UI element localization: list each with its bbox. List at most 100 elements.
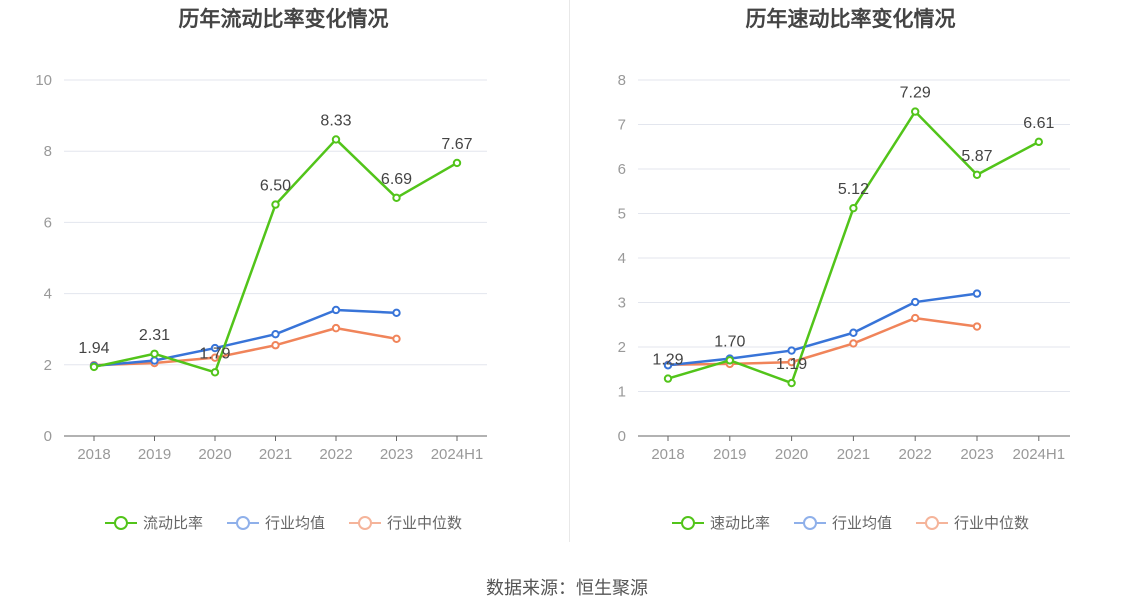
data-point — [271, 329, 280, 339]
legend-item-industry-median[interactable]: 行业中位数 — [916, 512, 1029, 533]
y-tick-label: 4 — [44, 286, 52, 303]
y-tick-label: 8 — [618, 72, 626, 89]
data-point — [271, 200, 280, 209]
y-tick-label: 0 — [618, 428, 626, 445]
x-tick-label: 2018 — [77, 446, 110, 463]
x-tick-label: 2021 — [259, 446, 292, 463]
data-point — [331, 323, 341, 333]
y-tick-label: 10 — [35, 72, 52, 89]
data-point — [150, 349, 159, 358]
x-tick-label: 2023 — [960, 446, 993, 463]
data-point — [89, 362, 99, 372]
x-tick-label: 2020 — [775, 446, 808, 463]
legend-item-industry-mean[interactable]: 行业均值 — [793, 512, 892, 533]
chart-title: 历年流动比率变化情况 — [178, 8, 389, 31]
data-label: 7.29 — [900, 85, 931, 102]
data-point — [787, 346, 796, 355]
data-point — [663, 374, 673, 383]
legend-item-current-ratio[interactable]: 流动比率 — [104, 512, 203, 533]
x-tick-label: 2024H1 — [431, 446, 484, 463]
legend-marker-icon — [916, 515, 948, 531]
x-tick-label: 2024H1 — [1013, 446, 1066, 463]
legend-item-industry-median[interactable]: 行业中位数 — [349, 512, 462, 533]
data-point — [911, 313, 920, 323]
data-label: 5.12 — [838, 181, 869, 198]
data-point — [787, 378, 796, 388]
legend-marker-icon — [349, 515, 381, 531]
legend-label: 行业均值 — [264, 515, 325, 532]
y-tick-label: 3 — [618, 295, 626, 312]
data-point — [911, 297, 920, 307]
chart-divider — [569, 0, 570, 542]
data-label: 1.19 — [776, 356, 807, 373]
quick-ratio-chart: 历年速动比率变化情况 0 1 2 3 4 5 6 7 8 2018 2019 2020 2021 2022… — [567, 0, 1134, 560]
x-tick-label: 2022 — [899, 446, 932, 463]
data-point — [210, 368, 220, 377]
legend-marker-icon — [793, 515, 826, 531]
data-point — [972, 322, 982, 331]
y-tick-label: 6 — [618, 161, 626, 178]
data-point — [452, 158, 462, 168]
legend-marker-icon — [226, 515, 259, 531]
x-tick-label: 2018 — [651, 446, 684, 463]
x-tick-label: 2023 — [380, 446, 413, 463]
data-label: 1.29 — [652, 352, 683, 369]
legend-label: 流动比率 — [142, 515, 203, 532]
data-point — [392, 308, 401, 318]
y-tick-label: 8 — [44, 143, 52, 160]
data-point — [392, 193, 401, 203]
y-tick-label: 0 — [44, 428, 52, 445]
data-label: 7.67 — [441, 136, 472, 153]
data-label: 2.31 — [139, 327, 170, 344]
x-tick-label: 2022 — [319, 446, 352, 463]
y-tick-label: 6 — [44, 214, 52, 231]
data-point — [972, 289, 982, 298]
data-point — [663, 361, 673, 370]
legend-marker-icon — [671, 515, 704, 531]
data-point — [787, 357, 796, 367]
series-line — [667, 292, 978, 367]
legend-label: 行业中位数 — [954, 515, 1030, 532]
data-point — [1034, 137, 1043, 147]
data-label: 1.94 — [78, 340, 109, 357]
legend-label: 行业均值 — [831, 515, 892, 532]
legend-item-quick-ratio[interactable]: 速动比率 — [671, 512, 770, 533]
legend: 速动比率 行业均值 行业中位数 — [567, 512, 1134, 533]
data-point — [210, 353, 220, 362]
current-ratio-chart: 历年流动比率变化情况 0 2 4 6 8 10 2018 2019 2020 2021 2022 20… — [0, 0, 567, 560]
data-label: 6.69 — [381, 171, 412, 188]
data-label: 6.61 — [1023, 115, 1054, 132]
y-tick-label: 7 — [618, 117, 626, 134]
quick-ratio-plot: 0 1 2 3 4 5 6 7 8 2018 2019 2020 2021 2022 2023 2024H1 1… — [618, 72, 1070, 463]
data-source-footer: 数据来源：恒生聚源 — [486, 578, 648, 598]
series-line — [93, 326, 397, 367]
y-tick-label: 2 — [44, 357, 52, 374]
x-tick-label: 2019 — [138, 446, 171, 463]
legend: 流动比率 行业均值 行业中位数 — [0, 512, 567, 533]
data-point — [849, 203, 858, 213]
data-point — [150, 356, 159, 365]
y-tick-label: 5 — [618, 206, 626, 223]
data-label: 1.70 — [714, 333, 745, 350]
legend-label: 行业中位数 — [387, 515, 463, 532]
data-point — [911, 107, 920, 116]
legend-item-industry-mean[interactable]: 行业均值 — [226, 512, 325, 533]
data-point — [271, 341, 280, 350]
x-tick-label: 2021 — [837, 446, 870, 463]
series-line — [93, 308, 397, 368]
data-point — [331, 305, 341, 315]
data-label: 6.50 — [260, 178, 291, 195]
legend-label: 速动比率 — [709, 515, 770, 532]
data-point — [210, 343, 220, 353]
x-tick-label: 2019 — [713, 446, 746, 463]
y-tick-label: 4 — [618, 250, 626, 267]
y-tick-label: 2 — [618, 339, 626, 356]
chart-title: 历年速动比率变化情况 — [745, 8, 956, 31]
data-point — [392, 334, 401, 344]
y-tick-label: 1 — [618, 384, 626, 401]
data-point — [849, 339, 858, 348]
data-point — [972, 170, 982, 179]
data-label: 5.87 — [961, 148, 992, 165]
x-tick-label: 2020 — [198, 446, 231, 463]
legend-marker-icon — [104, 515, 137, 531]
